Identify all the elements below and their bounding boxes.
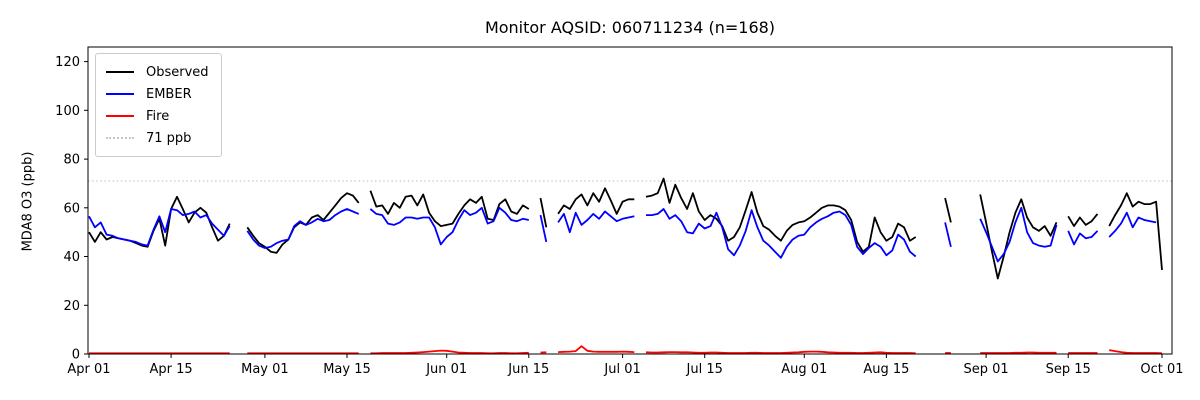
- x-tick-label: Jul 01: [603, 362, 640, 377]
- y-tick-label: 20: [63, 299, 80, 314]
- x-tick-label: Jun 15: [507, 362, 549, 377]
- ember-line-sample: [106, 93, 134, 95]
- x-tick-label: Sep 01: [964, 362, 1009, 377]
- x-tick-label: Aug 15: [863, 362, 909, 377]
- x-tick-label: Apr 01: [67, 362, 110, 377]
- series-line-ember: [88, 206, 1157, 263]
- threshold-line-sample: [106, 137, 134, 139]
- x-tick-label: May 01: [241, 362, 289, 377]
- legend: Observed EMBER Fire 71 ppb: [95, 53, 222, 157]
- axes-frame: [87, 46, 1173, 355]
- legend-item-threshold: 71 ppb: [106, 127, 209, 149]
- fire-line-sample: [106, 115, 134, 117]
- x-tick-label: Jul 15: [686, 362, 723, 377]
- legend-label-ember: EMBER: [146, 86, 192, 102]
- chart-title: Monitor AQSID: 060711234 (n=168): [484, 18, 776, 37]
- x-tick-label: Sep 15: [1046, 362, 1091, 377]
- y-tick-label: 80: [63, 153, 80, 168]
- legend-label-observed: Observed: [146, 64, 209, 80]
- legend-label-fire: Fire: [146, 108, 170, 124]
- series-line-observed: [88, 177, 1163, 280]
- legend-item-observed: Observed: [106, 61, 209, 83]
- y-tick-label: 100: [55, 104, 80, 119]
- y-tick-label: 120: [55, 55, 80, 70]
- legend-item-ember: EMBER: [106, 83, 209, 105]
- legend-item-fire: Fire: [106, 105, 209, 127]
- x-tick-label: Apr 15: [150, 362, 193, 377]
- y-tick-label: 60: [63, 201, 80, 216]
- legend-label-threshold: 71 ppb: [146, 130, 192, 146]
- x-tick-label: Aug 01: [781, 362, 827, 377]
- x-tick-label: May 15: [323, 362, 371, 377]
- series-line-fire: [89, 345, 1163, 355]
- x-tick-label: Oct 01: [1140, 362, 1183, 377]
- x-tick-label: Jun 01: [425, 362, 467, 377]
- y-tick-label: 40: [63, 250, 80, 265]
- observed-line-sample: [106, 71, 134, 73]
- y-tick-label: 0: [72, 348, 80, 363]
